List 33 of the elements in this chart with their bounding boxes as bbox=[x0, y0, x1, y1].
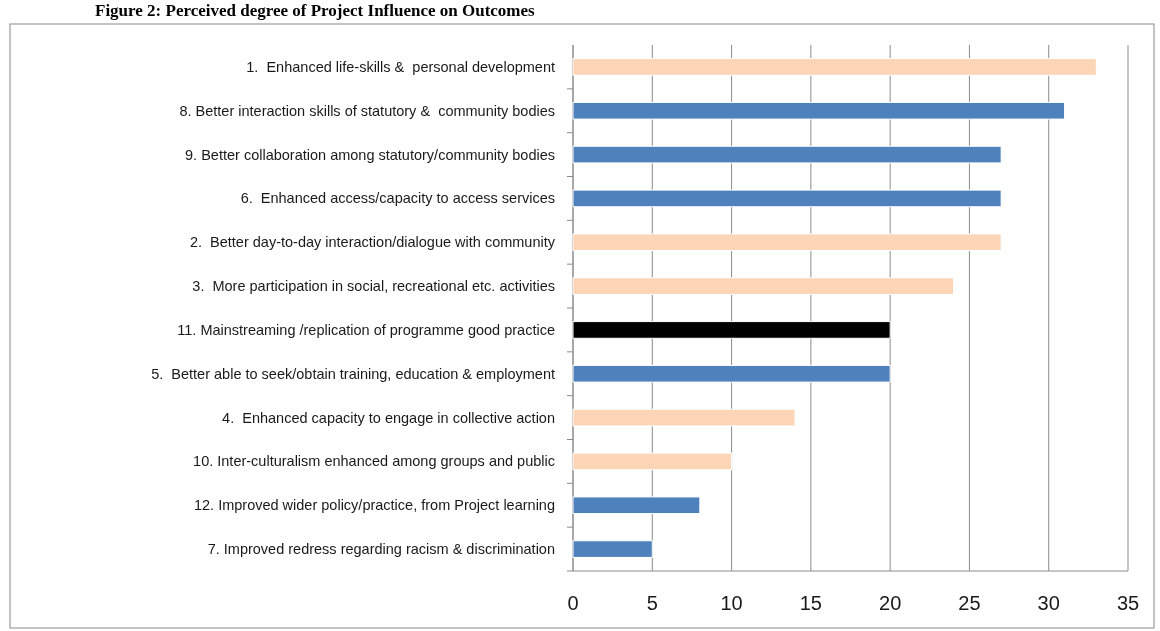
x-tick-label: 35 bbox=[1116, 592, 1140, 614]
y-tick-label: 4. Enhanced capacity to engage in collective action bbox=[222, 409, 555, 426]
text: Figure 2: Perceived degree of Project Influence on Outcomes bbox=[95, 1, 536, 20]
y-tick-label: 11. Mainstreaming /replication of programme good practice bbox=[177, 321, 555, 338]
x-tick-label: 25 bbox=[958, 592, 981, 614]
bar bbox=[572, 496, 701, 515]
bar bbox=[572, 145, 1002, 164]
bar bbox=[572, 364, 891, 383]
y-tick-label: 5. Better able to seek/obtain training, education & employment bbox=[151, 365, 555, 382]
y-tick-label: 8. Better interaction skills of statutory & community bodies bbox=[179, 102, 555, 119]
x-tick-label: 15 bbox=[799, 592, 822, 614]
bar bbox=[572, 189, 1002, 208]
y-tick-label: 9. Better collaboration among statutory/community bodies bbox=[185, 146, 555, 163]
y-tick-label: 1. Enhanced life-skills & personal development bbox=[246, 58, 555, 75]
x-tick-label: 10 bbox=[720, 592, 743, 614]
bar bbox=[572, 277, 955, 295]
y-tick-label: 12. Improved wider policy/practice, from Project learning bbox=[193, 497, 555, 514]
bar bbox=[572, 101, 1066, 120]
x-tick-label: 0 bbox=[567, 592, 579, 614]
bar bbox=[572, 233, 1002, 252]
y-tick-label: 10. Inter-culturalism enhanced among groups and public bbox=[193, 453, 555, 470]
x-tick-label: 5 bbox=[646, 592, 658, 614]
bar bbox=[572, 408, 796, 427]
y-tick-label: 2. Better day-to-day interaction/dialogue with community bbox=[189, 234, 556, 251]
bar bbox=[572, 540, 653, 558]
x-tick-label: 30 bbox=[1037, 592, 1060, 614]
bar bbox=[572, 452, 733, 471]
y-tick-label: 7. Improved redress regarding racism & discrimination bbox=[207, 541, 555, 558]
y-tick-label: 3. More participation in social, recreational etc. activities bbox=[192, 278, 555, 295]
x-tick-label: 20 bbox=[879, 592, 902, 614]
bar bbox=[572, 58, 1097, 76]
y-tick-label: 6. Enhanced access/capacity to access services bbox=[240, 190, 555, 207]
bar bbox=[572, 321, 891, 339]
